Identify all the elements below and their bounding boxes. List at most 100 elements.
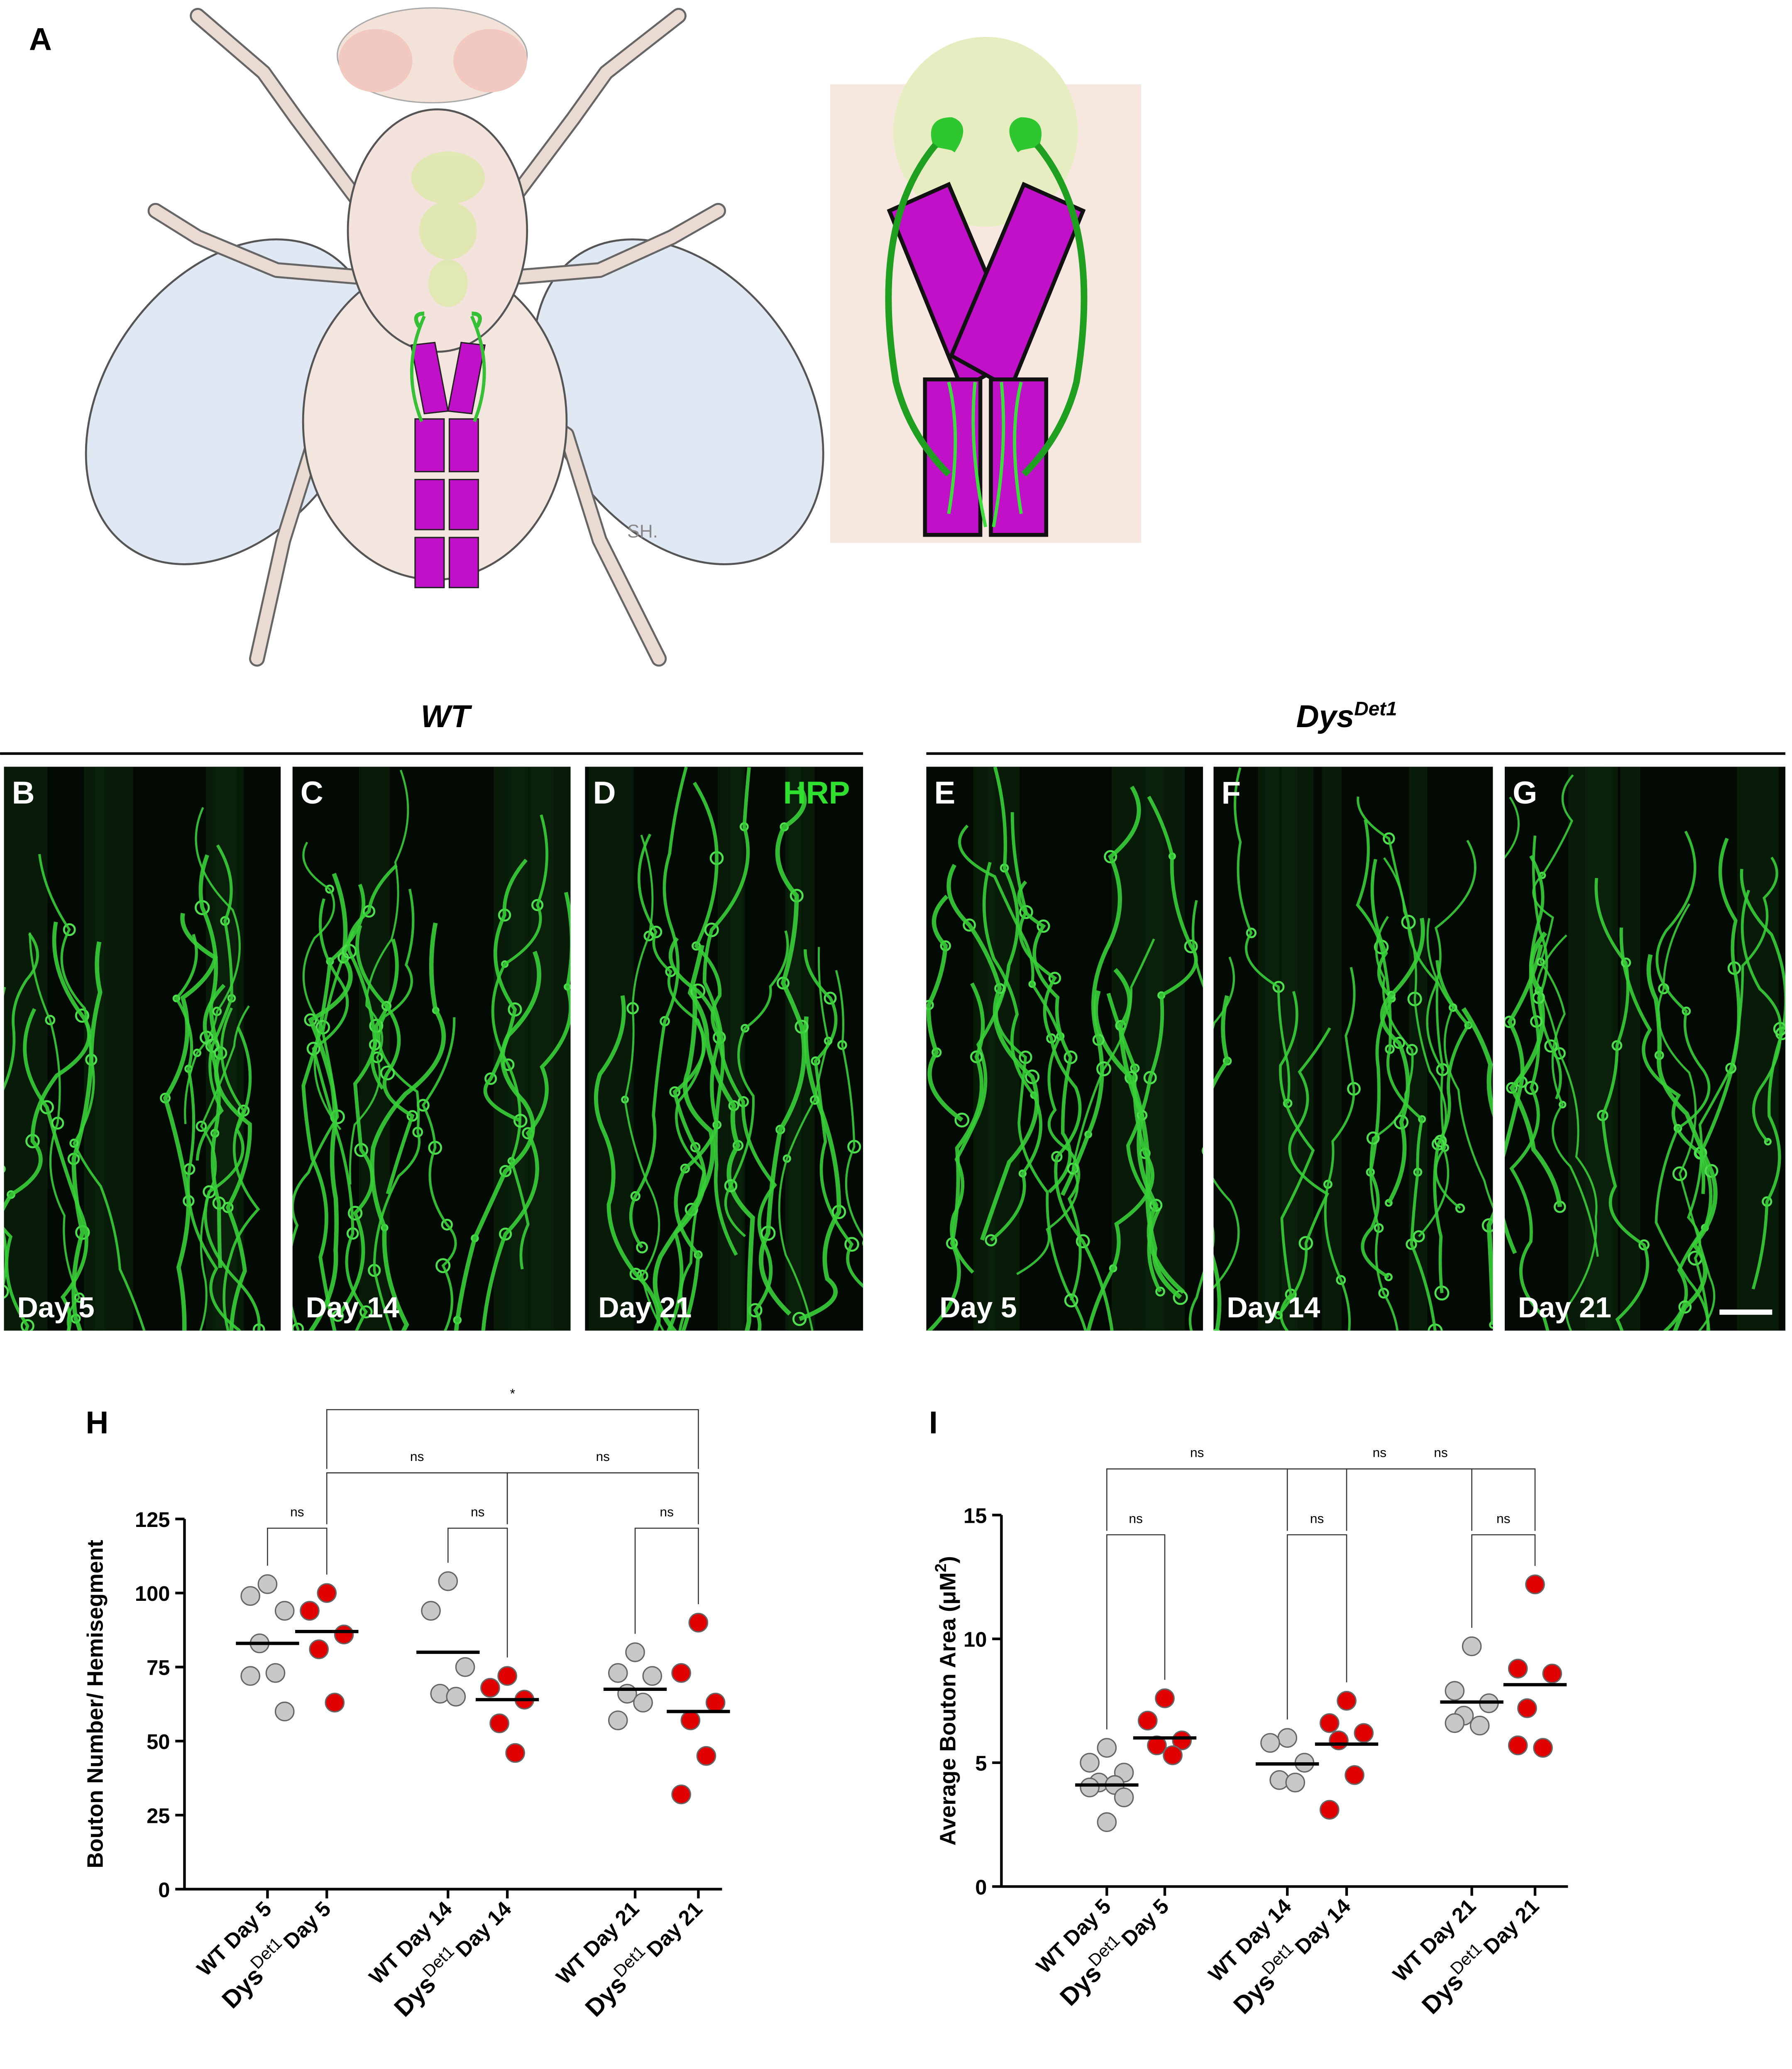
x-tick-label-day: Day 5 xyxy=(1117,1894,1173,1951)
legs xyxy=(147,8,726,667)
bouton xyxy=(690,983,706,999)
x-tick-label-day: Day 21 xyxy=(642,1897,707,1962)
bouton xyxy=(711,1542,721,1552)
bouton xyxy=(268,1400,278,1409)
y-tick-label: 0 xyxy=(158,1878,170,1902)
dot-plot: I 0 5 10 15 Average Bouton Area (μM2) WT Day 5… xyxy=(929,1405,1568,2019)
day-label: Day 5 xyxy=(17,1291,94,1324)
axon xyxy=(370,922,446,1331)
neurons xyxy=(917,767,1203,1555)
data-point xyxy=(317,1583,337,1603)
axon xyxy=(1657,903,1716,1331)
data-point xyxy=(642,1666,663,1686)
bouton xyxy=(1673,1124,1682,1133)
axon xyxy=(196,844,233,1161)
axon xyxy=(1380,918,1425,1204)
muscle xyxy=(447,342,486,415)
data-point xyxy=(421,1601,441,1621)
significance-label: ns xyxy=(596,1449,610,1464)
y-tick-label: 125 xyxy=(135,1508,170,1532)
bouton xyxy=(1489,1321,1493,1329)
bouton xyxy=(1378,1287,1389,1299)
axon xyxy=(1433,960,1471,1293)
bouton xyxy=(332,1310,344,1322)
day-label: Day 14 xyxy=(306,1291,399,1324)
nerve xyxy=(410,315,486,423)
bouton xyxy=(1110,1518,1116,1524)
axon xyxy=(4,921,91,1211)
bouton xyxy=(193,1048,201,1057)
data-point xyxy=(1462,1636,1482,1656)
bouton xyxy=(1524,1081,1538,1095)
significance-label: ns xyxy=(1496,1511,1511,1526)
comparison-bracket xyxy=(267,1527,328,1575)
bouton xyxy=(917,1332,928,1343)
signature: SH. xyxy=(627,521,658,542)
muscle-stripe xyxy=(1620,767,1640,1331)
data-point xyxy=(1277,1728,1298,1748)
comparison-bracket xyxy=(506,1472,699,1524)
axon xyxy=(724,930,789,1237)
bouton xyxy=(343,1373,350,1380)
significance-label: ns xyxy=(410,1449,424,1464)
bouton xyxy=(724,1179,738,1192)
data-point xyxy=(274,1701,295,1722)
data-point xyxy=(671,1784,691,1805)
axon xyxy=(1509,931,1562,1207)
data-point xyxy=(480,1678,500,1698)
data-point xyxy=(240,1586,260,1606)
bouton xyxy=(4,1285,9,1299)
bouton xyxy=(895,1360,901,1365)
data-point xyxy=(325,1693,345,1712)
cns-part xyxy=(428,259,468,307)
data-point xyxy=(1080,1753,1100,1773)
x-tick-label: WT Day 21 xyxy=(552,1897,644,1989)
bouton xyxy=(75,1008,89,1023)
neurons xyxy=(589,767,901,1552)
axon xyxy=(1687,857,1778,1331)
axon xyxy=(355,925,415,1194)
bouton xyxy=(254,1428,264,1437)
eye xyxy=(338,29,413,93)
data-point xyxy=(274,1601,295,1621)
significance-label: ns xyxy=(1434,1445,1448,1460)
bouton xyxy=(531,899,544,911)
y-axis-label: Average Bouton Area (μM2) xyxy=(932,1556,960,1846)
muscle-stripe xyxy=(1737,767,1779,1331)
axon xyxy=(1356,819,1437,1331)
bouton xyxy=(292,1322,304,1331)
panel-label: B xyxy=(12,775,35,811)
comparison-bracket xyxy=(1286,1534,1347,1720)
muscle xyxy=(949,182,1086,392)
axon xyxy=(799,1016,841,1321)
axon xyxy=(481,892,571,1331)
bouton xyxy=(636,1241,648,1253)
bouton xyxy=(940,1548,947,1555)
data-point xyxy=(671,1663,691,1683)
bouton xyxy=(1764,1138,1772,1146)
comparison-bracket xyxy=(326,1409,699,1469)
bouton xyxy=(726,1364,734,1371)
bouton xyxy=(1149,1199,1163,1212)
y-axis-label: Bouton Number/ Hemisegment xyxy=(83,1540,108,1868)
axon xyxy=(4,933,39,1287)
group-title: WT xyxy=(421,699,472,734)
data-point xyxy=(1445,1713,1465,1733)
axon xyxy=(687,944,755,1331)
day-label: Day 14 xyxy=(1227,1291,1320,1324)
significance-label: ns xyxy=(1190,1445,1204,1460)
bouton xyxy=(228,1342,235,1350)
bouton xyxy=(166,1427,178,1439)
significance-label: ns xyxy=(290,1504,304,1519)
fly-illustration: SH. xyxy=(85,7,824,667)
inset-illustration xyxy=(830,37,1141,543)
bouton xyxy=(741,1024,750,1033)
axon xyxy=(692,782,777,1331)
bouton xyxy=(267,1422,280,1435)
data-point xyxy=(1155,1688,1175,1708)
axon xyxy=(1357,796,1445,1071)
y-axis-label-text: Average Bouton Area (μM xyxy=(935,1572,960,1846)
data-point xyxy=(1445,1681,1465,1701)
axon xyxy=(1509,855,1550,1331)
axon xyxy=(312,898,368,1331)
